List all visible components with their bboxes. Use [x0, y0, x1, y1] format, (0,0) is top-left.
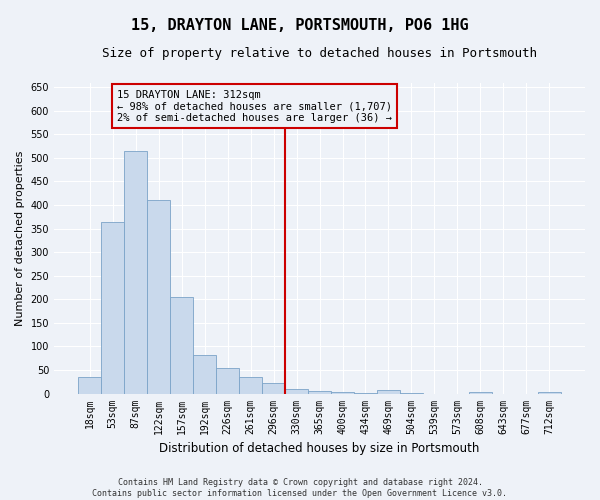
Bar	[308, 390, 331, 394]
Text: Contains HM Land Registry data © Crown copyright and database right 2024.
Contai: Contains HM Land Registry data © Crown c…	[92, 478, 508, 498]
Bar	[400, 392, 423, 394]
Bar	[216, 368, 239, 394]
Bar	[262, 383, 285, 394]
Bar	[124, 151, 147, 394]
Y-axis label: Number of detached properties: Number of detached properties	[15, 150, 25, 326]
Bar	[101, 222, 124, 394]
Bar	[285, 389, 308, 394]
Bar	[538, 392, 561, 394]
Bar	[147, 200, 170, 394]
Text: 15, DRAYTON LANE, PORTSMOUTH, PO6 1HG: 15, DRAYTON LANE, PORTSMOUTH, PO6 1HG	[131, 18, 469, 32]
Bar	[78, 376, 101, 394]
Bar	[170, 297, 193, 394]
Bar	[354, 392, 377, 394]
Text: 15 DRAYTON LANE: 312sqm
← 98% of detached houses are smaller (1,707)
2% of semi-: 15 DRAYTON LANE: 312sqm ← 98% of detache…	[117, 90, 392, 123]
Title: Size of property relative to detached houses in Portsmouth: Size of property relative to detached ho…	[102, 48, 537, 60]
X-axis label: Distribution of detached houses by size in Portsmouth: Distribution of detached houses by size …	[160, 442, 480, 455]
Bar	[377, 390, 400, 394]
Bar	[469, 392, 492, 394]
Bar	[239, 377, 262, 394]
Bar	[331, 392, 354, 394]
Bar	[193, 355, 216, 394]
